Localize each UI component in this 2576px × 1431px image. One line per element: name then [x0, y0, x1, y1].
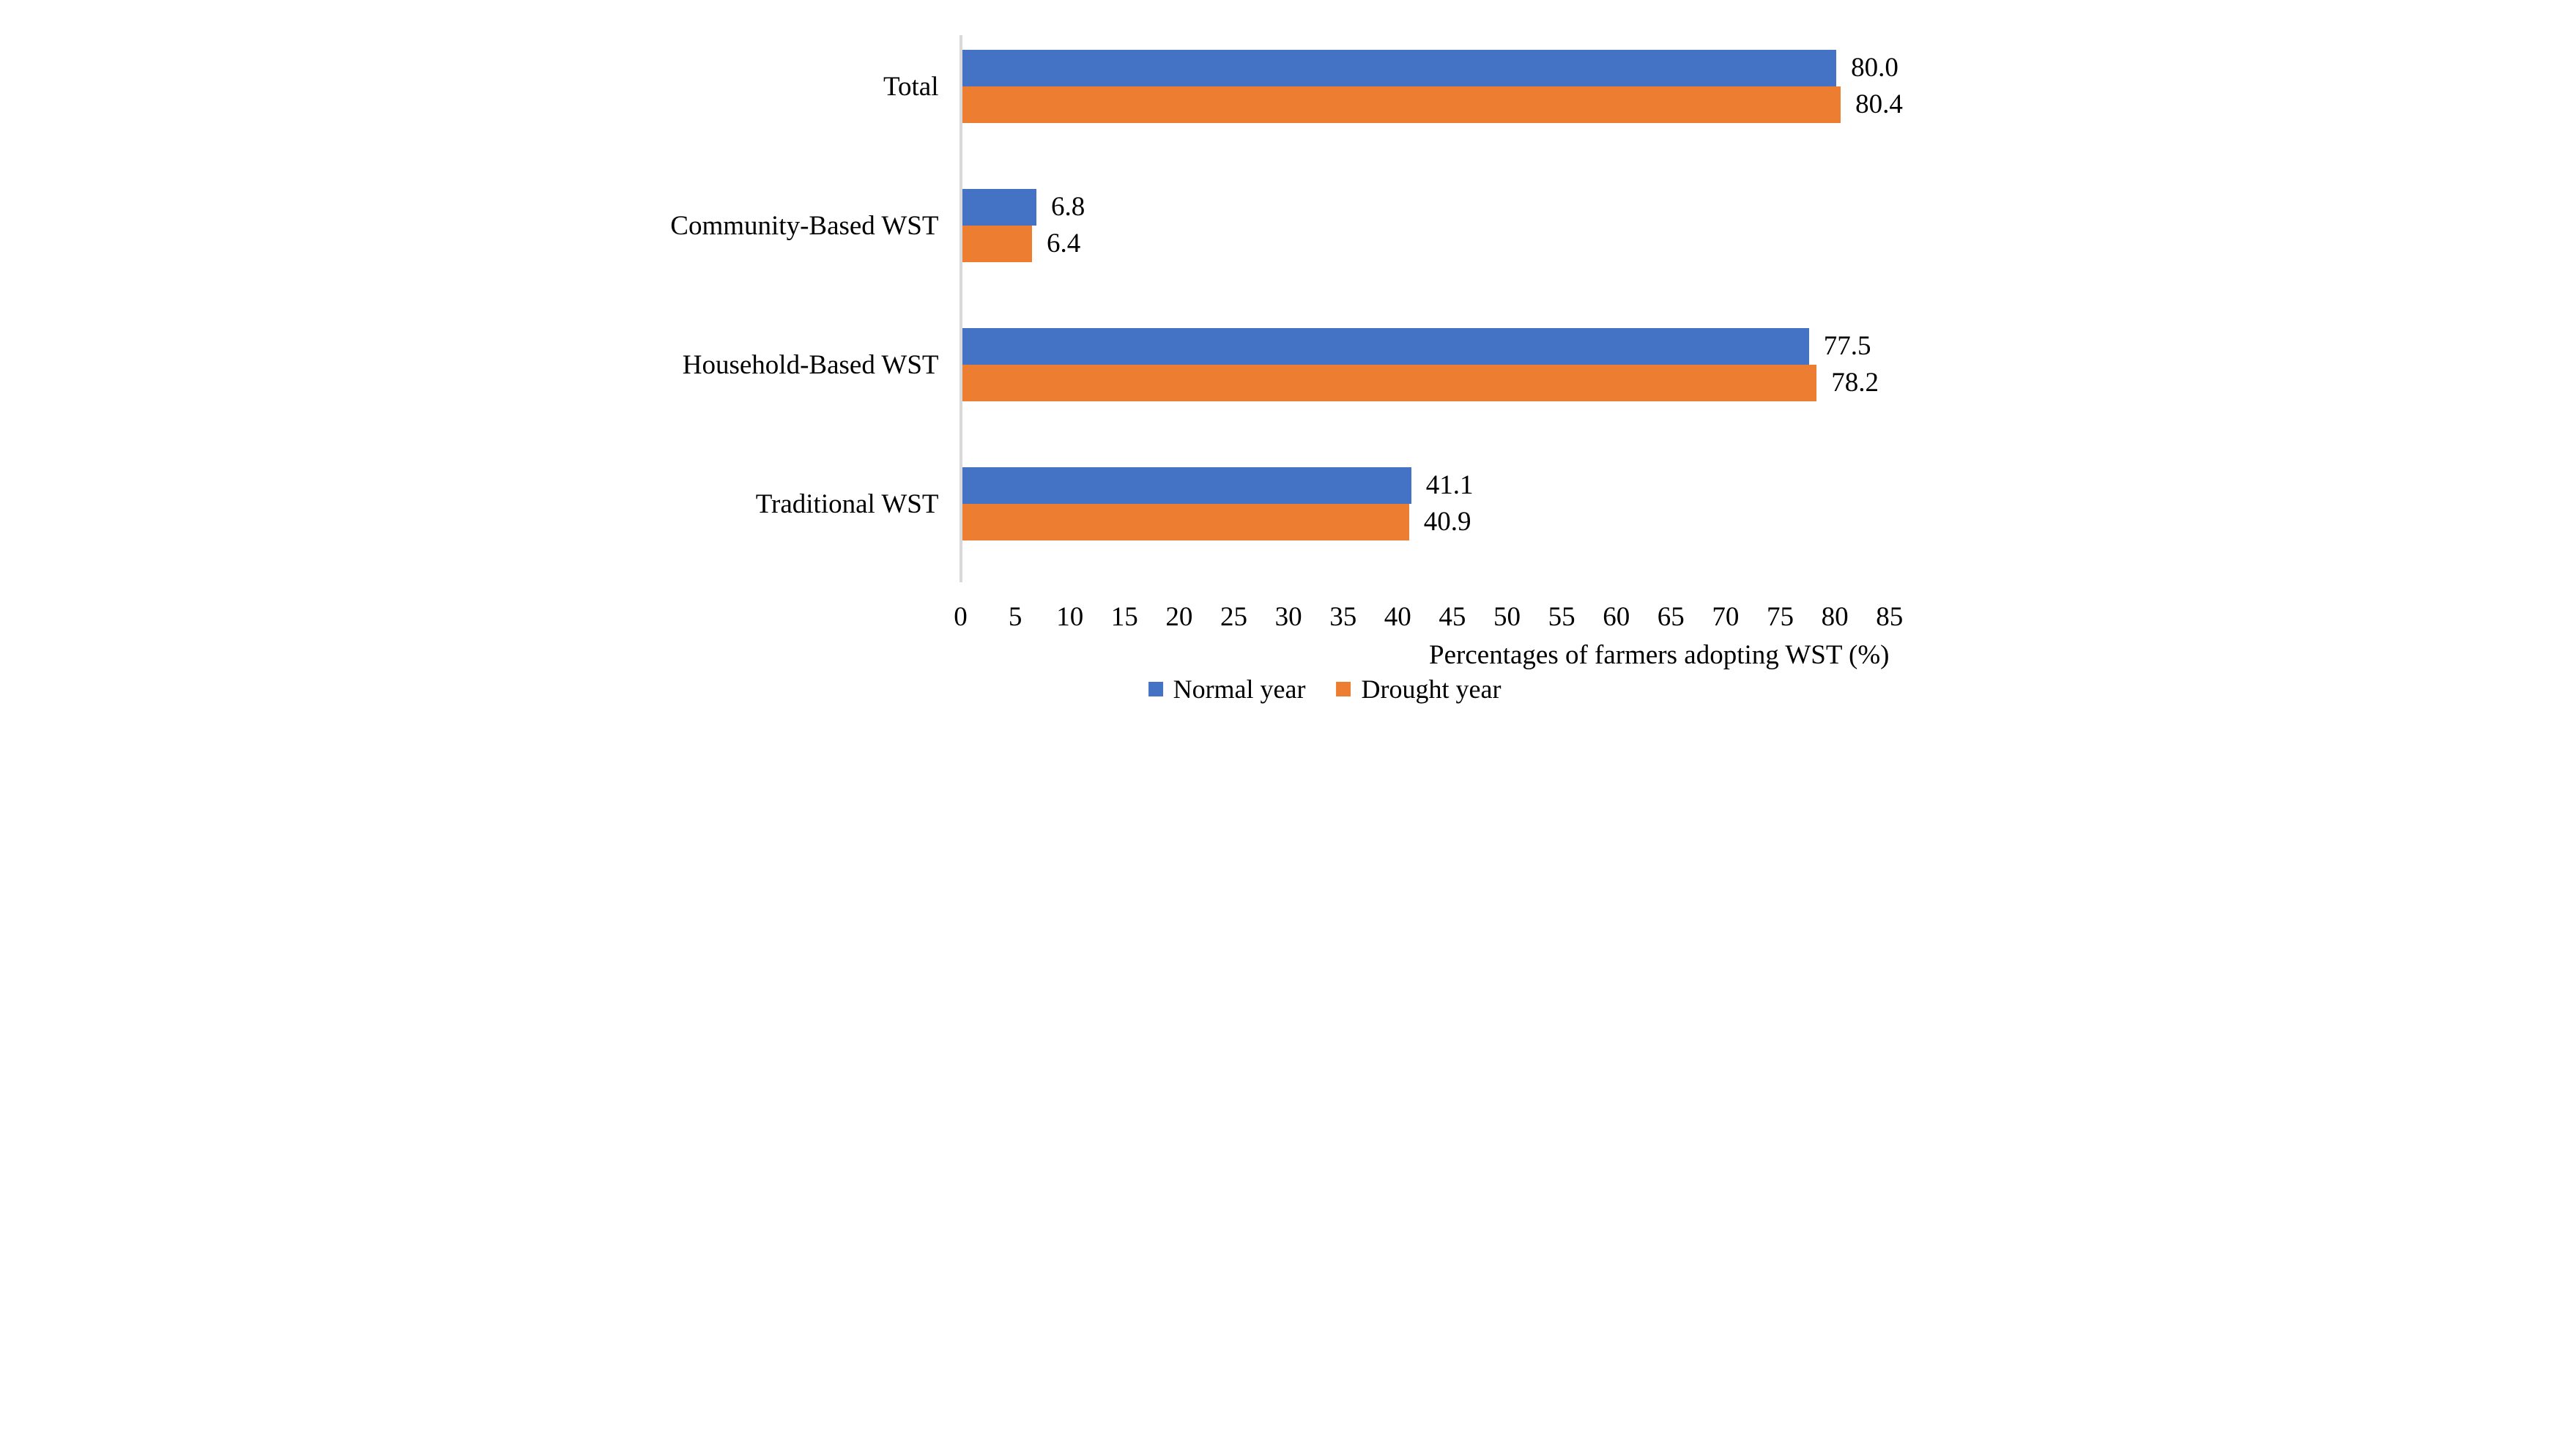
bar-group-household-based-wst: Household-Based WST 77.5 78.2 [645, 313, 1932, 453]
bar-chart: Total 80.0 80.4 Community-Based WST 6.8 … [644, 0, 1932, 716]
category-label: Total [883, 71, 939, 102]
bar-pair: 41.1 40.9 [959, 467, 1932, 540]
bar-drought-year: 6.4 [962, 226, 1080, 262]
data-label: 6.8 [1051, 192, 1085, 222]
x-tick-label: 15 [1110, 602, 1138, 632]
x-tick-label: 80 [1821, 602, 1849, 632]
x-axis-ticks: 0 5 10 15 20 25 30 35 40 45 50 55 60 65 70 75 80 85 [954, 601, 1903, 634]
x-tick-label: 70 [1712, 602, 1740, 632]
x-axis-title: Percentages of farmers adopting WST (%) [1429, 640, 1890, 670]
bar-drought-year: 78.2 [962, 365, 1879, 401]
x-tick-label: 0 [954, 602, 968, 632]
x-tick-label: 65 [1657, 602, 1685, 632]
legend: Normal year Drought year [1148, 674, 1501, 705]
legend-item-normal-year: Normal year [1148, 674, 1306, 705]
x-tick-label: 25 [1220, 602, 1247, 632]
x-tick-label: 60 [1603, 602, 1630, 632]
legend-swatch-normal-year [1148, 682, 1163, 696]
legend-label: Drought year [1361, 674, 1502, 704]
x-tick-label: 10 [1056, 602, 1084, 632]
bar-pair: 77.5 78.2 [959, 328, 1932, 401]
data-label: 41.1 [1425, 470, 1474, 500]
legend-item-drought-year: Drought year [1336, 674, 1501, 705]
legend-swatch-drought-year [1336, 682, 1351, 696]
bar-normal-year: 80.0 [962, 50, 1898, 86]
bar-normal-year: 77.5 [962, 328, 1871, 365]
y-axis-line [959, 35, 962, 582]
bar-group-traditional-wst: Traditional WST 41.1 40.9 [645, 453, 1932, 592]
category-label: Household-Based WST [682, 349, 939, 380]
legend-label: Normal year [1173, 674, 1306, 704]
data-label: 40.9 [1423, 507, 1471, 537]
x-tick-label: 75 [1767, 602, 1794, 632]
x-tick-label: 20 [1165, 602, 1193, 632]
x-tick-label: 40 [1384, 602, 1411, 632]
data-label: 77.5 [1823, 331, 1871, 361]
data-label: 78.2 [1831, 368, 1879, 398]
x-tick-label: 85 [1876, 602, 1904, 632]
bar-normal-year: 6.8 [962, 189, 1085, 226]
bar-drought-year: 40.9 [962, 504, 1471, 540]
data-label: 6.4 [1047, 228, 1081, 259]
x-tick-label: 35 [1329, 602, 1357, 632]
x-tick-label: 5 [1008, 602, 1022, 632]
bar-pair: 6.8 6.4 [959, 189, 1932, 262]
data-label: 80.4 [1855, 89, 1903, 119]
bar-drought-year: 80.4 [962, 86, 1903, 123]
x-tick-label: 50 [1493, 602, 1521, 632]
bar-group-total: Total 80.0 80.4 [645, 35, 1932, 174]
bar-group-community-based-wst: Community-Based WST 6.8 6.4 [645, 174, 1932, 313]
category-label: Community-Based WST [670, 210, 939, 241]
bar-pair: 80.0 80.4 [959, 50, 1932, 123]
x-tick-label: 30 [1274, 602, 1302, 632]
bar-normal-year: 41.1 [962, 467, 1473, 504]
data-label: 80.0 [1851, 53, 1898, 83]
x-tick-label: 55 [1548, 602, 1575, 632]
category-label: Traditional WST [755, 488, 939, 519]
x-tick-label: 45 [1439, 602, 1466, 632]
plot-area: Total 80.0 80.4 Community-Based WST 6.8 … [645, 35, 1932, 592]
